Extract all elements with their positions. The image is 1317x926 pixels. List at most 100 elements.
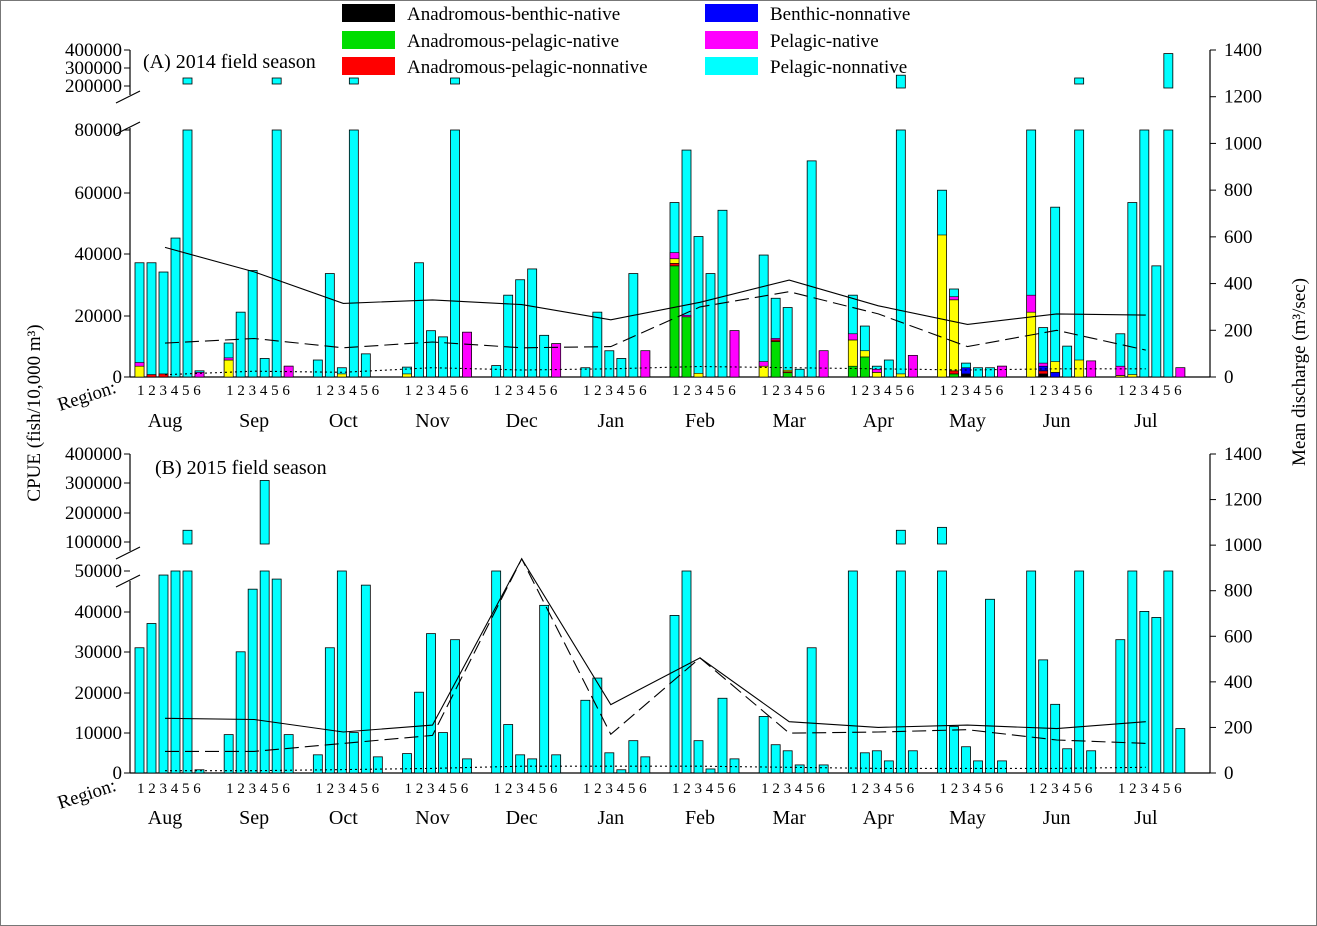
- bar-pelagic-nonnative: [259, 358, 270, 378]
- bar-pelagic-nonnative: [1139, 129, 1150, 378]
- y-tick-label: 50000: [75, 561, 123, 582]
- discharge-line-dashed: [165, 557, 1146, 752]
- month-label: Mar: [773, 807, 807, 829]
- discharge-line-solid: [164, 557, 1146, 733]
- bar-pelagic-nonnative: [348, 732, 359, 774]
- y-tick-label: 20000: [75, 683, 123, 704]
- bar-pelagic-nonnative: [806, 160, 817, 378]
- bar-segment: [669, 263, 680, 267]
- bar-pelagic-nonnative: [1163, 129, 1174, 378]
- bar-pelagic-nonnative: [616, 769, 627, 774]
- bar-segment: [782, 372, 793, 378]
- region-ticks: 1 2 3 4 5 6: [1029, 383, 1093, 399]
- bar-upper-segment: [348, 77, 359, 85]
- y-tick-label: 400000: [65, 444, 122, 465]
- y-tick-label: 40000: [75, 602, 123, 623]
- bar-segment: [1038, 373, 1048, 378]
- y-tick-label: 100000: [65, 532, 122, 553]
- region-ticks: 1 2 3 4 5 6: [137, 383, 201, 399]
- y-right-tick-label: 1400: [1224, 40, 1262, 61]
- bar-segment: [1026, 311, 1036, 378]
- bar-segment: [669, 252, 680, 260]
- bar-segment: [1026, 294, 1036, 313]
- bar-pelagic-nonnative: [717, 209, 728, 378]
- bar-segment: [848, 339, 858, 367]
- y-tick-label: 300000: [65, 473, 122, 494]
- y-tick-label: 400000: [65, 40, 122, 61]
- bar-pelagic-nonnative: [1127, 570, 1138, 774]
- bar-pelagic-nonnative: [883, 760, 894, 774]
- bar-segment: [681, 316, 692, 378]
- region-ticks: 1 2 3 4 5 6: [494, 383, 558, 399]
- bar-pelagic-nonnative: [462, 758, 472, 774]
- axis-break-mark: [115, 121, 141, 135]
- region-label: Region:: [55, 775, 119, 814]
- month-label: May: [949, 410, 986, 432]
- discharge-line-dotted: [165, 765, 1146, 772]
- bar-pelagic-nonnative: [146, 262, 157, 378]
- bar-pelagic-nonnative: [450, 129, 460, 378]
- bar-pelagic-nonnative: [729, 758, 740, 774]
- region-ticks: 1 2 3 4 5 6: [583, 383, 647, 399]
- bar-segment: [729, 330, 740, 378]
- bar-pelagic-nonnative: [503, 724, 514, 774]
- bar-pelagic-nonnative: [985, 598, 995, 774]
- y-right-tick-label: 1200: [1224, 87, 1262, 108]
- bar-pelagic-nonnative: [1163, 570, 1174, 774]
- y-tick-label: 20000: [75, 306, 123, 327]
- month-label: Feb: [685, 807, 715, 829]
- y-right-tick-label: 800: [1224, 180, 1253, 201]
- bar-segment: [693, 372, 704, 378]
- y-tick-label: 200000: [65, 503, 122, 524]
- bar-pelagic-nonnative: [324, 647, 335, 774]
- bar-segment: [551, 343, 561, 378]
- bar-pelagic-nonnative: [770, 744, 781, 774]
- bar-segment: [1175, 367, 1186, 378]
- bar-segment: [770, 338, 781, 341]
- bar-pelagic-nonnative: [235, 311, 246, 378]
- y-tick-label: 0: [113, 763, 123, 784]
- bar-pelagic-nonnative: [669, 615, 680, 774]
- bar-pelagic-nonnative: [438, 336, 448, 378]
- bar-pelagic-nonnative: [134, 647, 145, 774]
- bar-pelagic-nonnative: [895, 570, 906, 774]
- month-label: Nov: [415, 410, 449, 432]
- region-ticks: 1 2 3 4 5 6: [226, 383, 290, 399]
- panel-title: (A) 2014 field season: [143, 51, 316, 73]
- legend-label: Pelagic-nonnative: [770, 57, 907, 78]
- panel-a: [115, 49, 1216, 378]
- bar-pelagic-nonnative: [312, 359, 323, 378]
- bar-pelagic-nonnative: [170, 570, 181, 774]
- bar-pelagic-nonnative: [628, 740, 639, 774]
- bar-segment: [872, 372, 882, 378]
- y-right-tick-label: 200: [1224, 717, 1253, 738]
- bar-pelagic-nonnative: [491, 570, 502, 774]
- region-ticks: 1 2 3 4 5 6: [761, 781, 825, 797]
- discharge-line-dotted: [164, 365, 1146, 376]
- axis-break-mark: [115, 90, 141, 104]
- bar-segment: [848, 365, 858, 378]
- bar-pelagic-nonnative: [271, 578, 282, 774]
- y-tick-label: 10000: [75, 723, 123, 744]
- region-ticks: 1 2 3 4 5 6: [226, 781, 290, 797]
- y-right-tick-label: 1200: [1224, 490, 1262, 511]
- bar-pelagic-nonnative: [551, 754, 562, 774]
- region-ticks: 1 2 3 4 5 6: [494, 781, 558, 797]
- y-tick-label: 60000: [75, 183, 123, 204]
- bar-segment: [134, 362, 145, 367]
- legend-swatch: [342, 31, 395, 49]
- bar-segment: [223, 357, 234, 361]
- region-ticks: 1 2 3 4 5 6: [1118, 781, 1182, 797]
- bar-pelagic-nonnative: [414, 262, 424, 378]
- bar-pelagic-nonnative: [1026, 570, 1037, 774]
- y-tick-label: 30000: [75, 642, 123, 663]
- bar-pelagic-nonnative: [247, 588, 258, 774]
- bar-pelagic-nonnative: [438, 732, 448, 774]
- bar-pelagic-nonnative: [402, 753, 412, 774]
- bar-pelagic-nonnative: [539, 604, 550, 774]
- bar-upper-segment: [271, 77, 282, 85]
- region-ticks: 1 2 3 4 5 6: [761, 383, 825, 399]
- bar-pelagic-nonnative: [414, 691, 424, 774]
- bar-pelagic-nonnative: [705, 273, 716, 378]
- bar-pelagic-nonnative: [973, 367, 983, 378]
